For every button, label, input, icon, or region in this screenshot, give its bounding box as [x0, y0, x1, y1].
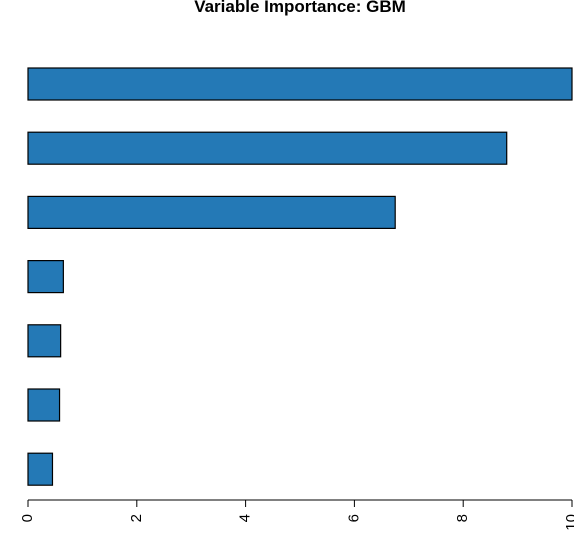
bar-5 — [27, 324, 62, 358]
x-tick-label: 0 — [19, 514, 36, 522]
x-tick-label: 6 — [345, 514, 362, 522]
x-tick-label: 10 — [563, 514, 574, 531]
bar-1 — [27, 67, 573, 101]
bar-3 — [27, 195, 396, 229]
x-tick-label: 8 — [454, 514, 471, 522]
bar-6 — [27, 388, 61, 422]
x-axis: 0 2 4 6 8 10 — [19, 499, 574, 531]
bars-group — [27, 67, 573, 486]
x-tick-label: 2 — [128, 514, 145, 522]
bar-4 — [27, 260, 64, 294]
bar-7 — [27, 452, 54, 486]
bar-2 — [27, 131, 508, 165]
x-tick-label: 4 — [237, 514, 254, 522]
chart-title: Variable Importance: GBM — [194, 0, 406, 16]
